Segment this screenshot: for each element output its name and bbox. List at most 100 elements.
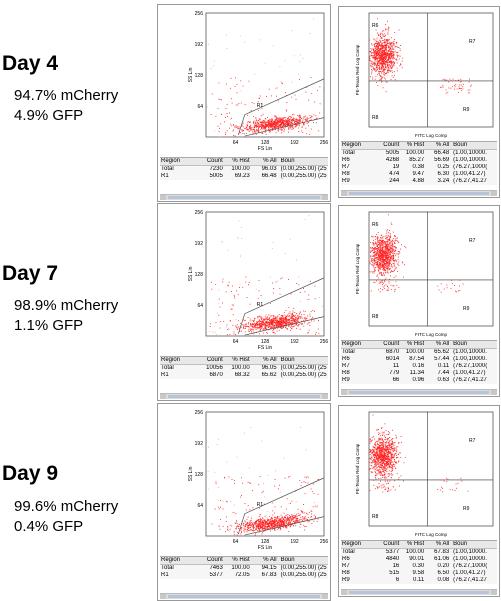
scatter-point <box>390 49 391 50</box>
scatter-point <box>290 128 291 129</box>
scatter-point <box>292 129 293 130</box>
scroll-thumb[interactable] <box>168 395 320 398</box>
table-cell: (1.00,10000. <box>450 349 497 356</box>
scatter-point <box>294 56 295 57</box>
scatter-point <box>267 333 268 334</box>
horizontal-scrollbar[interactable] <box>160 194 328 200</box>
scatter-point <box>391 256 392 257</box>
scroll-thumb[interactable] <box>349 192 489 195</box>
scatter-point <box>289 518 290 519</box>
scatter-point <box>258 123 259 124</box>
scatter-point <box>387 52 388 53</box>
scatter-point <box>379 254 380 255</box>
scatter-point <box>261 115 262 116</box>
scatter-point <box>381 47 382 48</box>
scatter-point <box>394 39 395 40</box>
scatter-point <box>287 524 288 525</box>
scatter-point <box>254 130 255 131</box>
scatter-point <box>283 319 284 320</box>
scatter-point <box>229 282 230 283</box>
scatter-point <box>283 122 284 123</box>
scatter-point <box>384 275 385 276</box>
scatter-point <box>379 283 380 284</box>
scatter-point <box>382 238 383 239</box>
scroll-thumb[interactable] <box>349 391 489 394</box>
scatter-point <box>259 529 260 530</box>
scatter-point <box>281 128 282 129</box>
scatter-point <box>371 66 372 67</box>
scatter-point <box>273 318 274 319</box>
scatter-point <box>262 324 263 325</box>
scatter-point <box>271 527 272 528</box>
scatter-point <box>213 332 214 333</box>
scatter-point <box>288 518 289 519</box>
scroll-left-icon[interactable] <box>341 390 347 395</box>
scatter-point <box>292 318 293 319</box>
scatter-point <box>262 517 263 518</box>
scatter-point <box>293 517 294 518</box>
scatter-point <box>294 120 295 121</box>
scatter-point <box>249 128 250 129</box>
scatter-point <box>216 483 217 484</box>
scatter-point <box>286 310 287 311</box>
scroll-left-icon[interactable] <box>341 191 347 196</box>
scatter-point <box>268 327 269 328</box>
scatter-point <box>379 40 380 41</box>
scatter-point <box>303 525 304 526</box>
scatter-point <box>386 72 387 73</box>
scroll-right-icon[interactable] <box>322 394 328 399</box>
scatter-point <box>262 526 263 527</box>
scatter-point <box>260 330 261 331</box>
scatter-point <box>256 120 257 121</box>
horizontal-scrollbar[interactable] <box>341 389 497 395</box>
scatter-point <box>394 51 395 52</box>
scatter-point <box>226 35 227 36</box>
scatter-point <box>272 118 273 119</box>
scatter-point <box>277 317 278 318</box>
scatter-point <box>377 49 378 50</box>
horizontal-scrollbar[interactable] <box>160 393 328 399</box>
scatter-point <box>280 518 281 519</box>
scatter-point <box>260 525 261 526</box>
scatter-point <box>249 122 250 123</box>
scroll-right-icon[interactable] <box>322 195 328 200</box>
scatter-point <box>377 248 378 249</box>
scatter-point <box>393 43 394 44</box>
table-cell: 66 <box>375 377 400 384</box>
scatter-point <box>392 75 393 76</box>
scatter-point <box>255 529 256 530</box>
scatter-point <box>277 525 278 526</box>
scatter-point <box>226 517 227 518</box>
scatter-point <box>296 501 297 502</box>
scatter-point <box>386 40 387 41</box>
scroll-thumb[interactable] <box>168 196 320 199</box>
scroll-right-icon[interactable] <box>491 191 497 196</box>
horizontal-scrollbar[interactable] <box>341 190 497 196</box>
scatter-point <box>219 525 220 526</box>
scroll-left-icon[interactable] <box>160 394 166 399</box>
scroll-right-icon[interactable] <box>491 390 497 395</box>
scatter-point <box>379 267 380 268</box>
scatter-point <box>235 86 236 87</box>
scatter-point <box>215 332 216 333</box>
scatter-point <box>227 116 228 117</box>
scroll-left-icon[interactable] <box>160 195 166 200</box>
